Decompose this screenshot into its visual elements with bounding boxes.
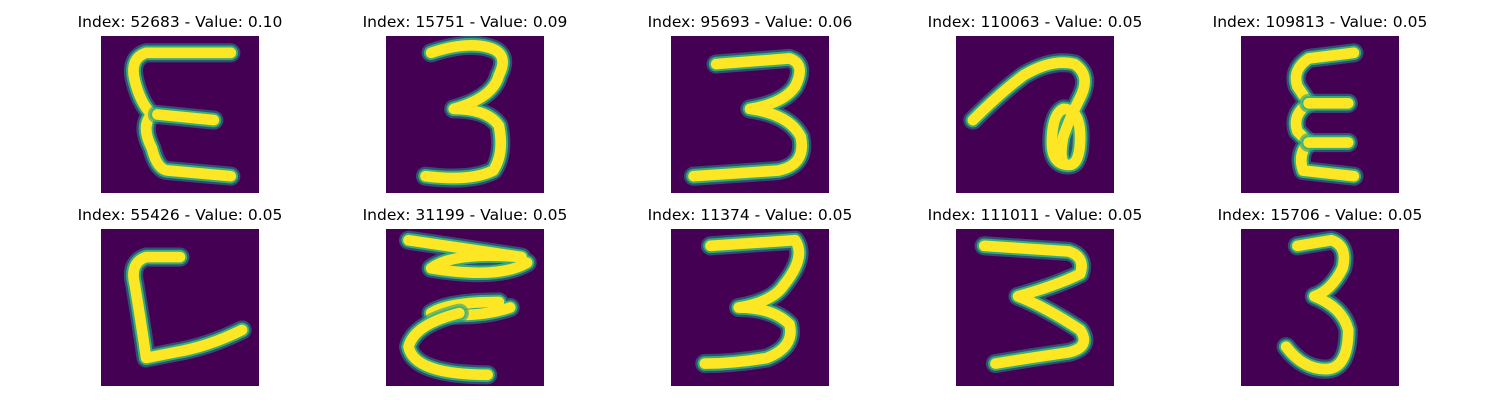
panel-title: Index: 109813 - Value: 0.05 [1212,13,1428,31]
grid-panel: Index: 52683 - Value: 0.10 [30,11,330,196]
panel-title: Index: 11374 - Value: 0.05 [647,206,853,224]
panel-title: Index: 55426 - Value: 0.05 [77,206,283,224]
grid-panel: Index: 110063 - Value: 0.05 [885,11,1185,196]
digit-image [1241,229,1399,386]
digit-image [386,229,544,386]
grid-panel: Index: 55426 - Value: 0.05 [30,204,330,389]
grid-panel: Index: 109813 - Value: 0.05 [1170,11,1470,196]
grid-panel: Index: 15706 - Value: 0.05 [1170,204,1470,389]
grid-panel: Index: 31199 - Value: 0.05 [315,204,615,389]
panel-title: Index: 52683 - Value: 0.10 [77,13,283,31]
digit-image [386,36,544,193]
digit-image [671,229,829,386]
grid-panel: Index: 95693 - Value: 0.06 [600,11,900,196]
panel-title: Index: 95693 - Value: 0.06 [647,13,853,31]
grid-panel: Index: 15751 - Value: 0.09 [315,11,615,196]
grid-panel: Index: 11374 - Value: 0.05 [600,204,900,389]
digit-image [671,36,829,193]
panel-title: Index: 110063 - Value: 0.05 [927,13,1143,31]
panel-title: Index: 111011 - Value: 0.05 [927,206,1143,224]
digit-image [956,36,1114,193]
digit-image [101,229,259,386]
panel-title: Index: 15706 - Value: 0.05 [1217,206,1423,224]
panel-title: Index: 15751 - Value: 0.09 [362,13,568,31]
digit-image [101,36,259,193]
panel-title: Index: 31199 - Value: 0.05 [362,206,568,224]
digit-image [956,229,1114,386]
digit-image [1241,36,1399,193]
grid-panel: Index: 111011 - Value: 0.05 [885,204,1185,389]
